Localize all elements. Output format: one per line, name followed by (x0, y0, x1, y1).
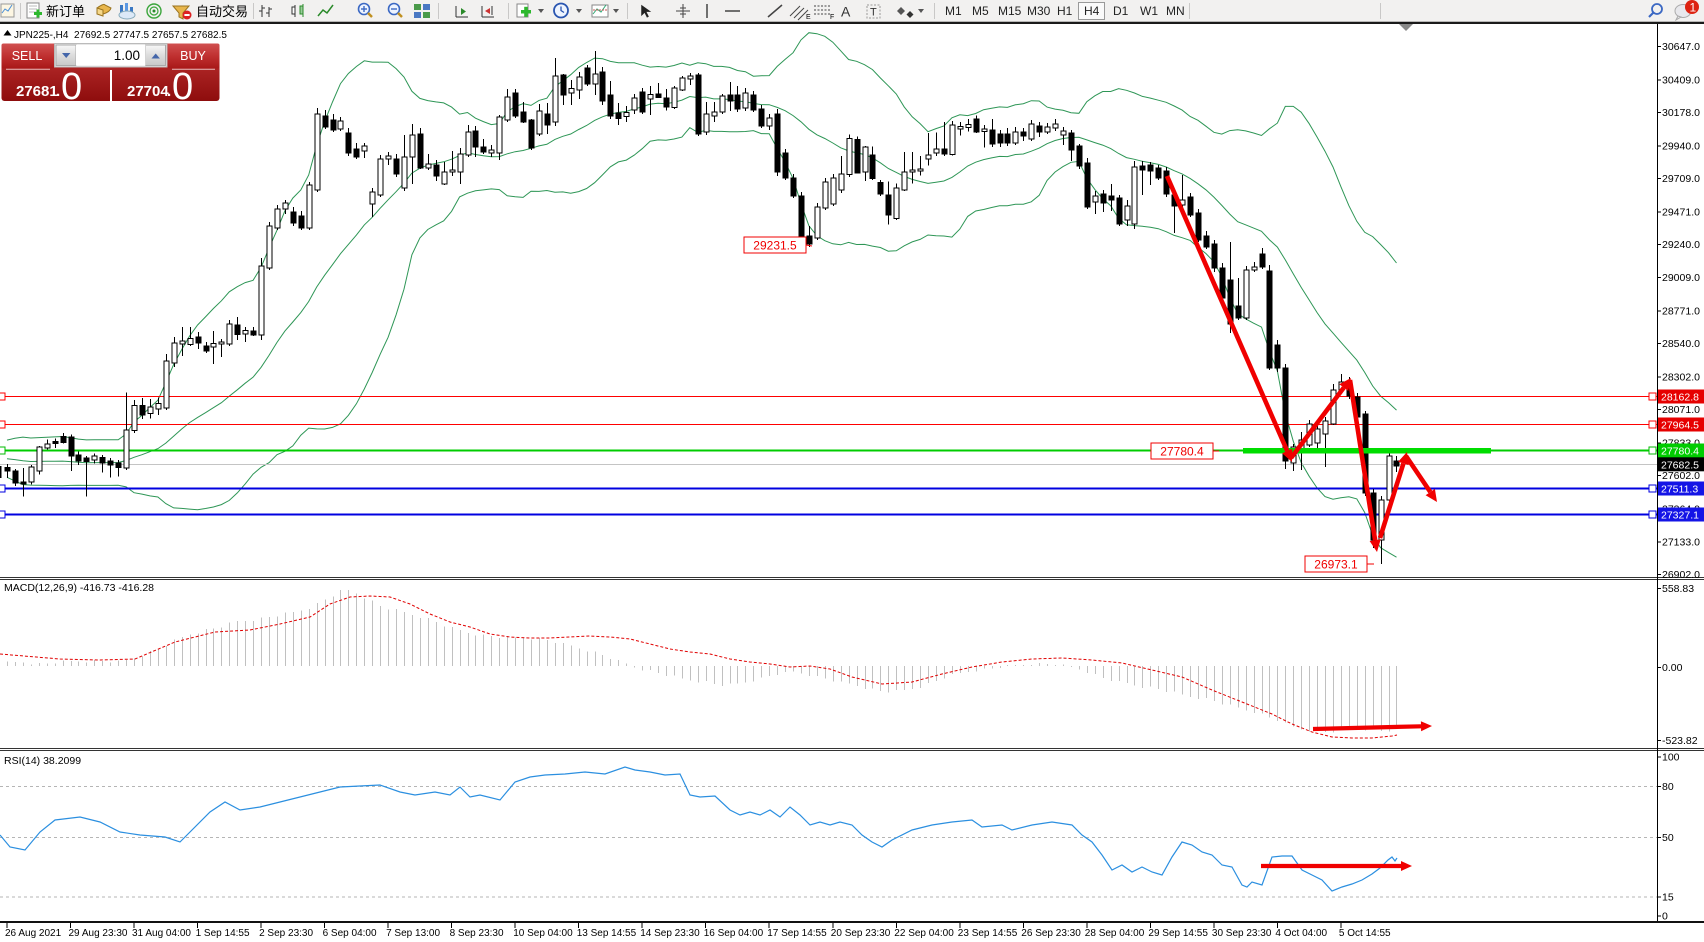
svg-text:27511.3: 27511.3 (1661, 484, 1698, 496)
svg-text:27133.0: 27133.0 (1662, 536, 1700, 548)
svg-text:27780.4: 27780.4 (1661, 446, 1699, 458)
svg-text:E: E (806, 14, 811, 21)
svg-text:13 Sep 14:55: 13 Sep 14:55 (577, 928, 637, 939)
svg-text:A: A (841, 4, 851, 20)
svg-text:MACD(12,26,9) -416.73 -416.28: MACD(12,26,9) -416.73 -416.28 (4, 582, 154, 594)
svg-text:RSI(14) 38.2099: RSI(14) 38.2099 (4, 755, 81, 767)
svg-text:BUY: BUY (180, 49, 206, 63)
svg-text:28071.0: 28071.0 (1662, 404, 1700, 416)
svg-text:15: 15 (1662, 892, 1674, 904)
svg-text:28162.8: 28162.8 (1661, 392, 1699, 404)
svg-text:自动交易: 自动交易 (196, 4, 248, 19)
svg-text:JPN225-,H4 27692.5 27747.5 27: JPN225-,H4 27692.5 27747.5 27657.5 27682… (14, 30, 227, 41)
svg-text:50: 50 (1662, 832, 1674, 844)
svg-text:30409.0: 30409.0 (1662, 74, 1700, 86)
svg-text:28540.0: 28540.0 (1662, 338, 1700, 350)
svg-text:80: 80 (1662, 781, 1674, 793)
svg-text:29009.0: 29009.0 (1662, 272, 1700, 284)
svg-text:28302.0: 28302.0 (1662, 372, 1700, 384)
svg-text:T: T (870, 7, 877, 19)
svg-text:M15: M15 (998, 4, 1022, 18)
svg-text:17 Sep 14:55: 17 Sep 14:55 (767, 928, 827, 939)
svg-text:29 Aug 23:30: 29 Aug 23:30 (69, 928, 128, 939)
svg-text:29471.0: 29471.0 (1662, 207, 1700, 219)
svg-text:26902.0: 26902.0 (1662, 569, 1700, 581)
svg-text:28771.0: 28771.0 (1662, 305, 1700, 317)
svg-text:-523.82: -523.82 (1662, 735, 1698, 747)
svg-text:W1: W1 (1140, 4, 1158, 18)
svg-text:新订单: 新订单 (46, 4, 85, 19)
svg-text:29240.0: 29240.0 (1662, 239, 1700, 251)
svg-text:MN: MN (1166, 4, 1185, 18)
svg-text:29709.0: 29709.0 (1662, 173, 1700, 185)
svg-text:0: 0 (172, 66, 193, 108)
svg-text:27780.4: 27780.4 (1160, 445, 1204, 459)
svg-text:M1: M1 (945, 4, 962, 18)
svg-text:8 Sep 23:30: 8 Sep 23:30 (450, 928, 504, 939)
svg-text:4 Oct 04:00: 4 Oct 04:00 (1275, 928, 1327, 939)
svg-text:D1: D1 (1113, 4, 1129, 18)
svg-text:10 Sep 04:00: 10 Sep 04:00 (513, 928, 573, 939)
svg-text:0.00: 0.00 (1662, 662, 1683, 674)
svg-text:14 Sep 23:30: 14 Sep 23:30 (640, 928, 700, 939)
svg-text:20 Sep 23:30: 20 Sep 23:30 (831, 928, 891, 939)
svg-text:27704: 27704 (127, 83, 169, 100)
svg-text:100: 100 (1662, 752, 1680, 764)
svg-text:0: 0 (1662, 911, 1668, 923)
svg-text:22 Sep 04:00: 22 Sep 04:00 (894, 928, 954, 939)
svg-text:31 Aug 04:00: 31 Aug 04:00 (132, 928, 191, 939)
svg-text:1: 1 (1690, 1, 1697, 15)
svg-text:30178.0: 30178.0 (1662, 107, 1700, 119)
svg-text:5 Oct 14:55: 5 Oct 14:55 (1339, 928, 1391, 939)
svg-text:1 Sep 14:55: 1 Sep 14:55 (196, 928, 250, 939)
svg-text:16 Sep 04:00: 16 Sep 04:00 (704, 928, 764, 939)
svg-text:.: . (167, 83, 171, 100)
svg-text:6 Sep 04:00: 6 Sep 04:00 (323, 928, 377, 939)
svg-text:2 Sep 23:30: 2 Sep 23:30 (259, 928, 313, 939)
svg-text:29940.0: 29940.0 (1662, 141, 1700, 153)
svg-text:0: 0 (61, 66, 82, 108)
svg-text:SELL: SELL (12, 49, 43, 63)
svg-text:H4: H4 (1084, 4, 1100, 18)
svg-text:28 Sep 04:00: 28 Sep 04:00 (1085, 928, 1145, 939)
svg-text:558.83: 558.83 (1662, 583, 1694, 595)
svg-text:27964.5: 27964.5 (1661, 420, 1699, 432)
svg-text:30 Sep 23:30: 30 Sep 23:30 (1212, 928, 1272, 939)
svg-text:M30: M30 (1027, 4, 1051, 18)
svg-text:26973.1: 26973.1 (1314, 558, 1358, 572)
svg-text:23 Sep 14:55: 23 Sep 14:55 (958, 928, 1018, 939)
svg-text:27327.1: 27327.1 (1661, 510, 1699, 522)
svg-text:29231.5: 29231.5 (753, 239, 797, 253)
svg-text:F: F (830, 14, 834, 21)
svg-text:27602.0: 27602.0 (1662, 470, 1700, 482)
svg-text:M5: M5 (972, 4, 989, 18)
svg-text:.: . (56, 83, 60, 100)
svg-text:26 Sep 23:30: 26 Sep 23:30 (1021, 928, 1081, 939)
svg-text:27681: 27681 (16, 83, 58, 100)
svg-text:27682.5: 27682.5 (1661, 459, 1699, 471)
svg-text:29 Sep 14:55: 29 Sep 14:55 (1148, 928, 1208, 939)
svg-text:26 Aug 2021: 26 Aug 2021 (5, 928, 62, 939)
svg-text:30647.0: 30647.0 (1662, 41, 1700, 53)
svg-text:1.00: 1.00 (114, 48, 140, 63)
svg-text:H1: H1 (1057, 4, 1073, 18)
svg-text:7 Sep 13:00: 7 Sep 13:00 (386, 928, 440, 939)
